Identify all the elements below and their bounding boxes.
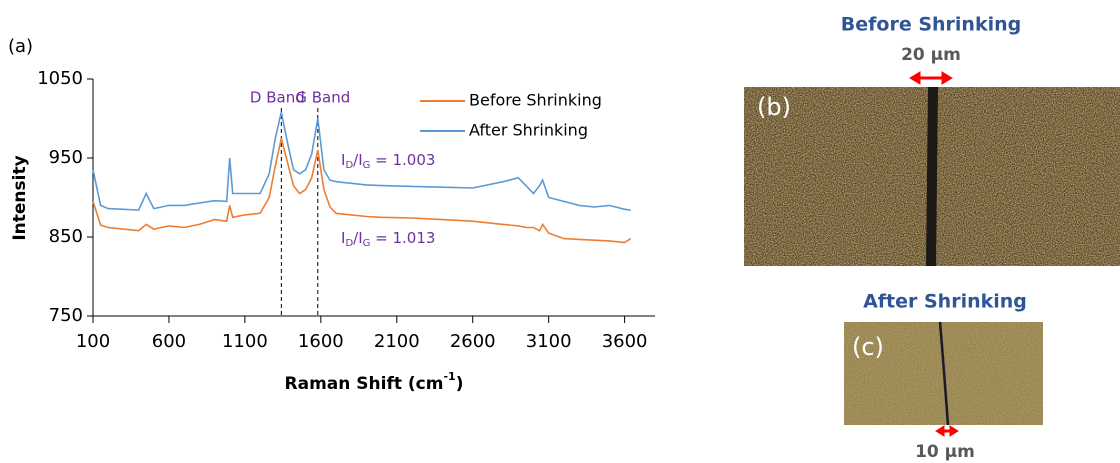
x-tick-label: 1600 [298, 331, 344, 352]
ratio-subscript: G [363, 238, 371, 249]
ratio-text: = 1.013 [370, 229, 435, 247]
ratio-text: I [341, 151, 345, 169]
y-tick-label: 1050 [37, 68, 83, 89]
x-tick-label: 100 [76, 331, 110, 352]
scale-arrow [909, 71, 953, 85]
ratio-subscript: D [345, 160, 353, 171]
x-axis-label: Raman Shift (cm-1) [285, 370, 464, 394]
y-tick-label: 950 [49, 147, 83, 168]
x-tick-label: 2100 [374, 331, 420, 352]
scale-arrow [935, 425, 959, 437]
ratio-text: /I [353, 151, 362, 169]
x-tick-label: 3600 [602, 331, 648, 352]
scratch [926, 87, 938, 266]
image-title: Before Shrinking [841, 14, 1021, 36]
band-label: G Band [295, 89, 350, 107]
scale-text: 10 µm [915, 442, 975, 462]
panel-label: (c) [852, 333, 884, 361]
x-axis-label-sup: -1 [443, 370, 455, 383]
x-axis-label-part: Raman Shift (cm [285, 374, 444, 394]
ratio-annotation: ID/IG = 1.013 [341, 229, 435, 250]
x-axis-label-part: ) [456, 374, 464, 394]
image-title: After Shrinking [863, 291, 1027, 313]
series-line [92, 138, 632, 244]
ratio-subscript: G [363, 160, 371, 171]
x-tick-label: 1100 [222, 331, 268, 352]
y-axis-label: Intensity [10, 155, 30, 240]
ratio-annotation: ID/IG = 1.003 [341, 151, 435, 172]
band-label: D Band [250, 89, 305, 107]
panel-label: (a) [8, 36, 33, 57]
series-line [92, 112, 631, 211]
ratio-text: = 1.003 [370, 151, 435, 169]
y-tick-label: 750 [49, 305, 83, 326]
x-tick-label: 2600 [450, 331, 496, 352]
scratch [938, 321, 950, 426]
panel-label: (b) [757, 93, 791, 121]
ratio-subscript: D [345, 238, 353, 249]
scale-text: 20 µm [901, 45, 961, 65]
legend-label: After Shrinking [469, 121, 588, 140]
x-tick-label: 3100 [526, 331, 572, 352]
ratio-text: I [341, 229, 345, 247]
legend-label: Before Shrinking [469, 91, 602, 110]
ratio-text: /I [353, 229, 362, 247]
x-tick-label: 600 [152, 331, 186, 352]
y-tick-label: 850 [49, 226, 83, 247]
